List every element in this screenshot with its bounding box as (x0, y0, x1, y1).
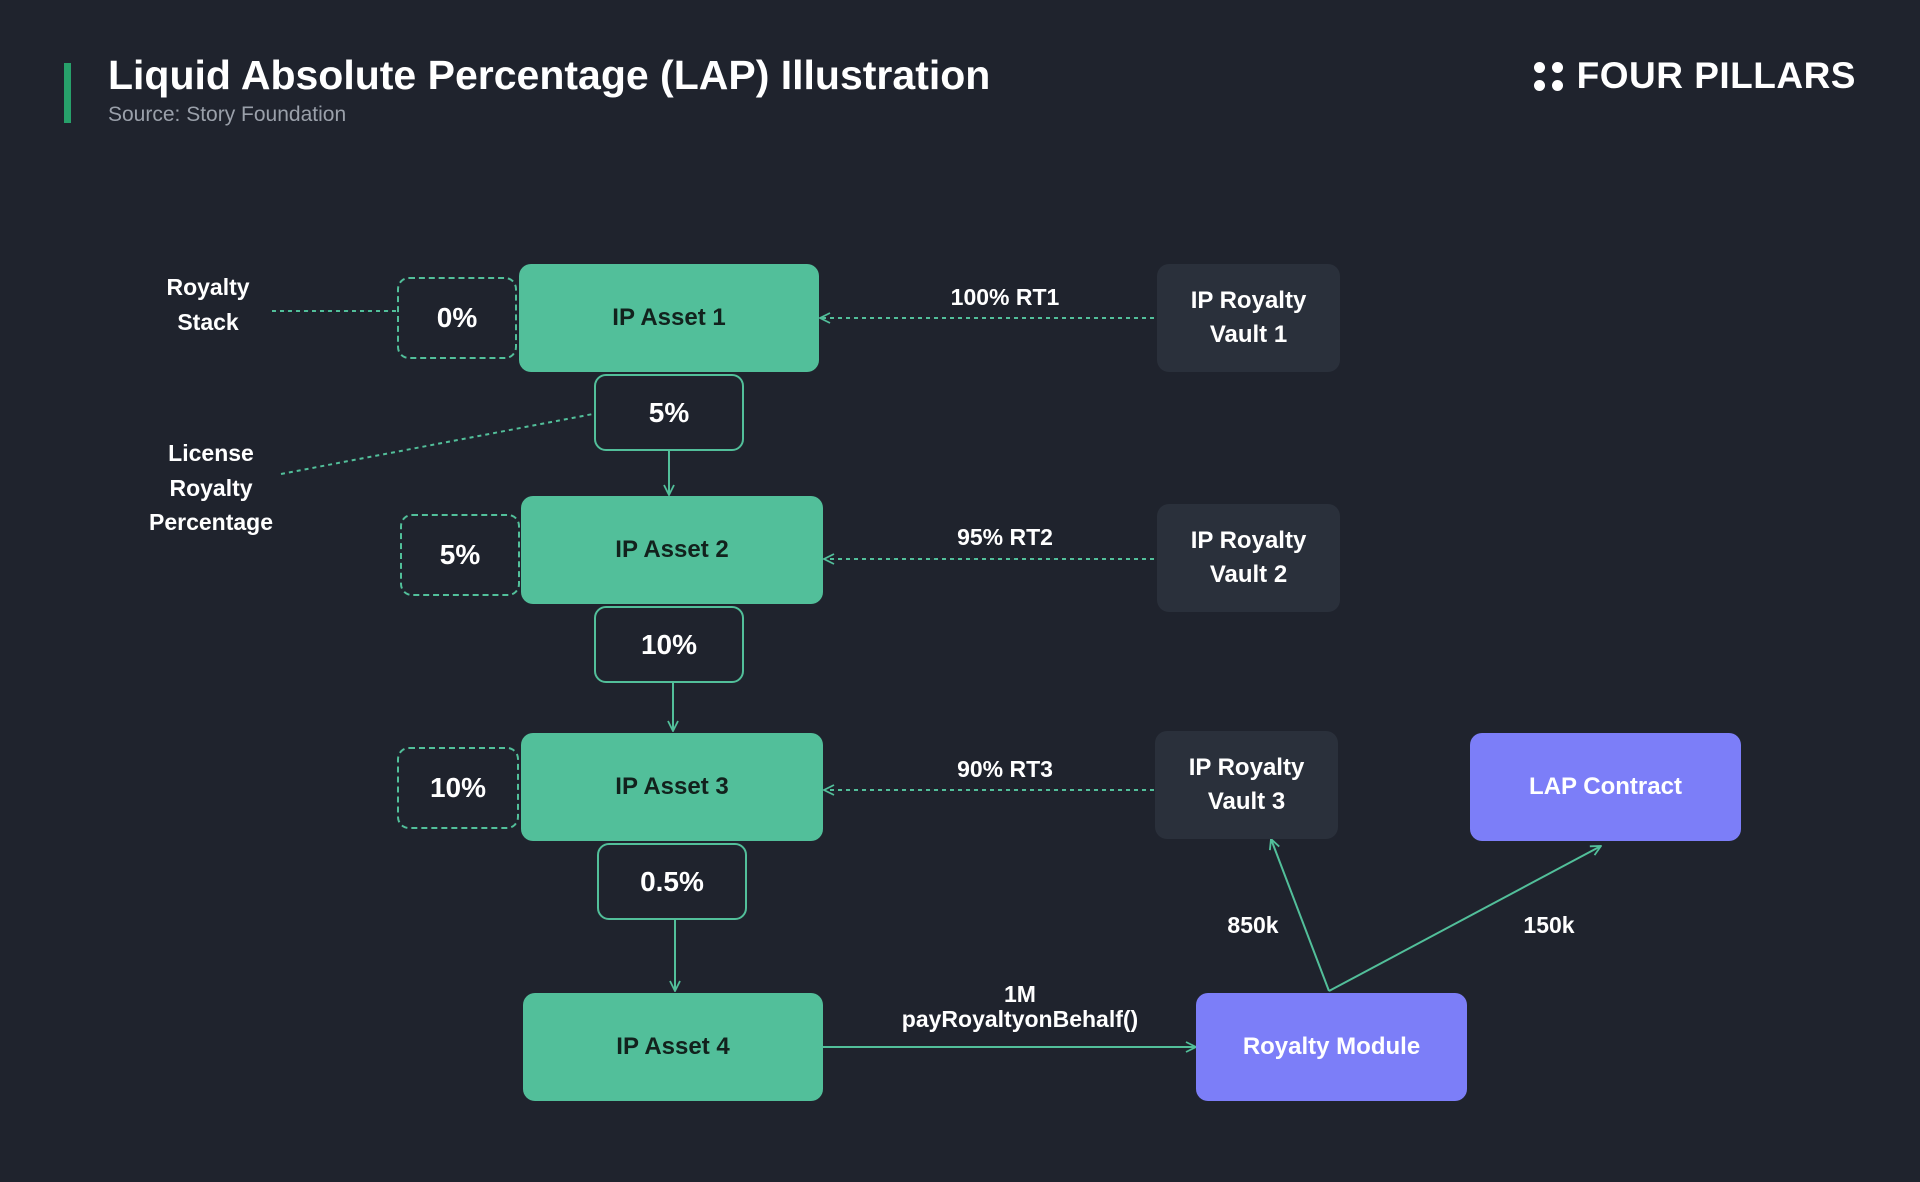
split-arrow-vault3 (1271, 839, 1330, 992)
license-percentage-box-3: 0.5% (597, 843, 747, 920)
license-percentage-label: License Royalty Percentage (148, 440, 273, 535)
royalty-stack-label: Royalty Stack (166, 274, 250, 335)
brand-name: FOUR PILLARS (1576, 55, 1856, 96)
ip-royalty-vault-3: IP Royalty Vault 3 (1155, 731, 1338, 839)
vault3-flow-label: 90% RT3 (957, 756, 1053, 782)
title-accent-bar (64, 63, 71, 123)
page-subtitle: Source: Story Foundation (108, 103, 347, 126)
lap-contract-box: LAP Contract (1470, 733, 1741, 841)
ip-royalty-vault-1: IP Royalty Vault 1 (1157, 264, 1340, 372)
ip-asset-2: IP Asset 2 (521, 496, 823, 604)
license-percentage-box-2: 10% (594, 606, 744, 683)
brand-dots-icon (1533, 61, 1563, 91)
split-label-150k: 150k (1523, 912, 1575, 938)
vault1-flow-label: 100% RT1 (950, 284, 1060, 310)
payment-label: 1M payRoyaltyonBehalf() (901, 981, 1139, 1033)
royalty-module-box: Royalty Module (1196, 993, 1467, 1101)
royalty-stack-box-3: 10% (397, 747, 519, 829)
ip-asset-1: IP Asset 1 (519, 264, 819, 372)
vault2-flow-label: 95% RT2 (957, 524, 1053, 550)
ip-asset-4: IP Asset 4 (523, 993, 823, 1101)
license-percentage-leader (280, 413, 594, 475)
ip-royalty-vault-2: IP Royalty Vault 2 (1157, 504, 1340, 612)
royalty-stack-box-1: 0% (397, 277, 517, 359)
split-arrow-lap (1328, 846, 1601, 992)
page-title: Liquid Absolute Percentage (LAP) Illustr… (108, 52, 991, 98)
license-percentage-box-1: 5% (594, 374, 744, 451)
split-label-850k: 850k (1227, 912, 1279, 938)
ip-asset-3: IP Asset 3 (521, 733, 823, 841)
brand-logo: FOUR PILLARS (1533, 55, 1856, 97)
royalty-stack-box-2: 5% (400, 514, 520, 596)
